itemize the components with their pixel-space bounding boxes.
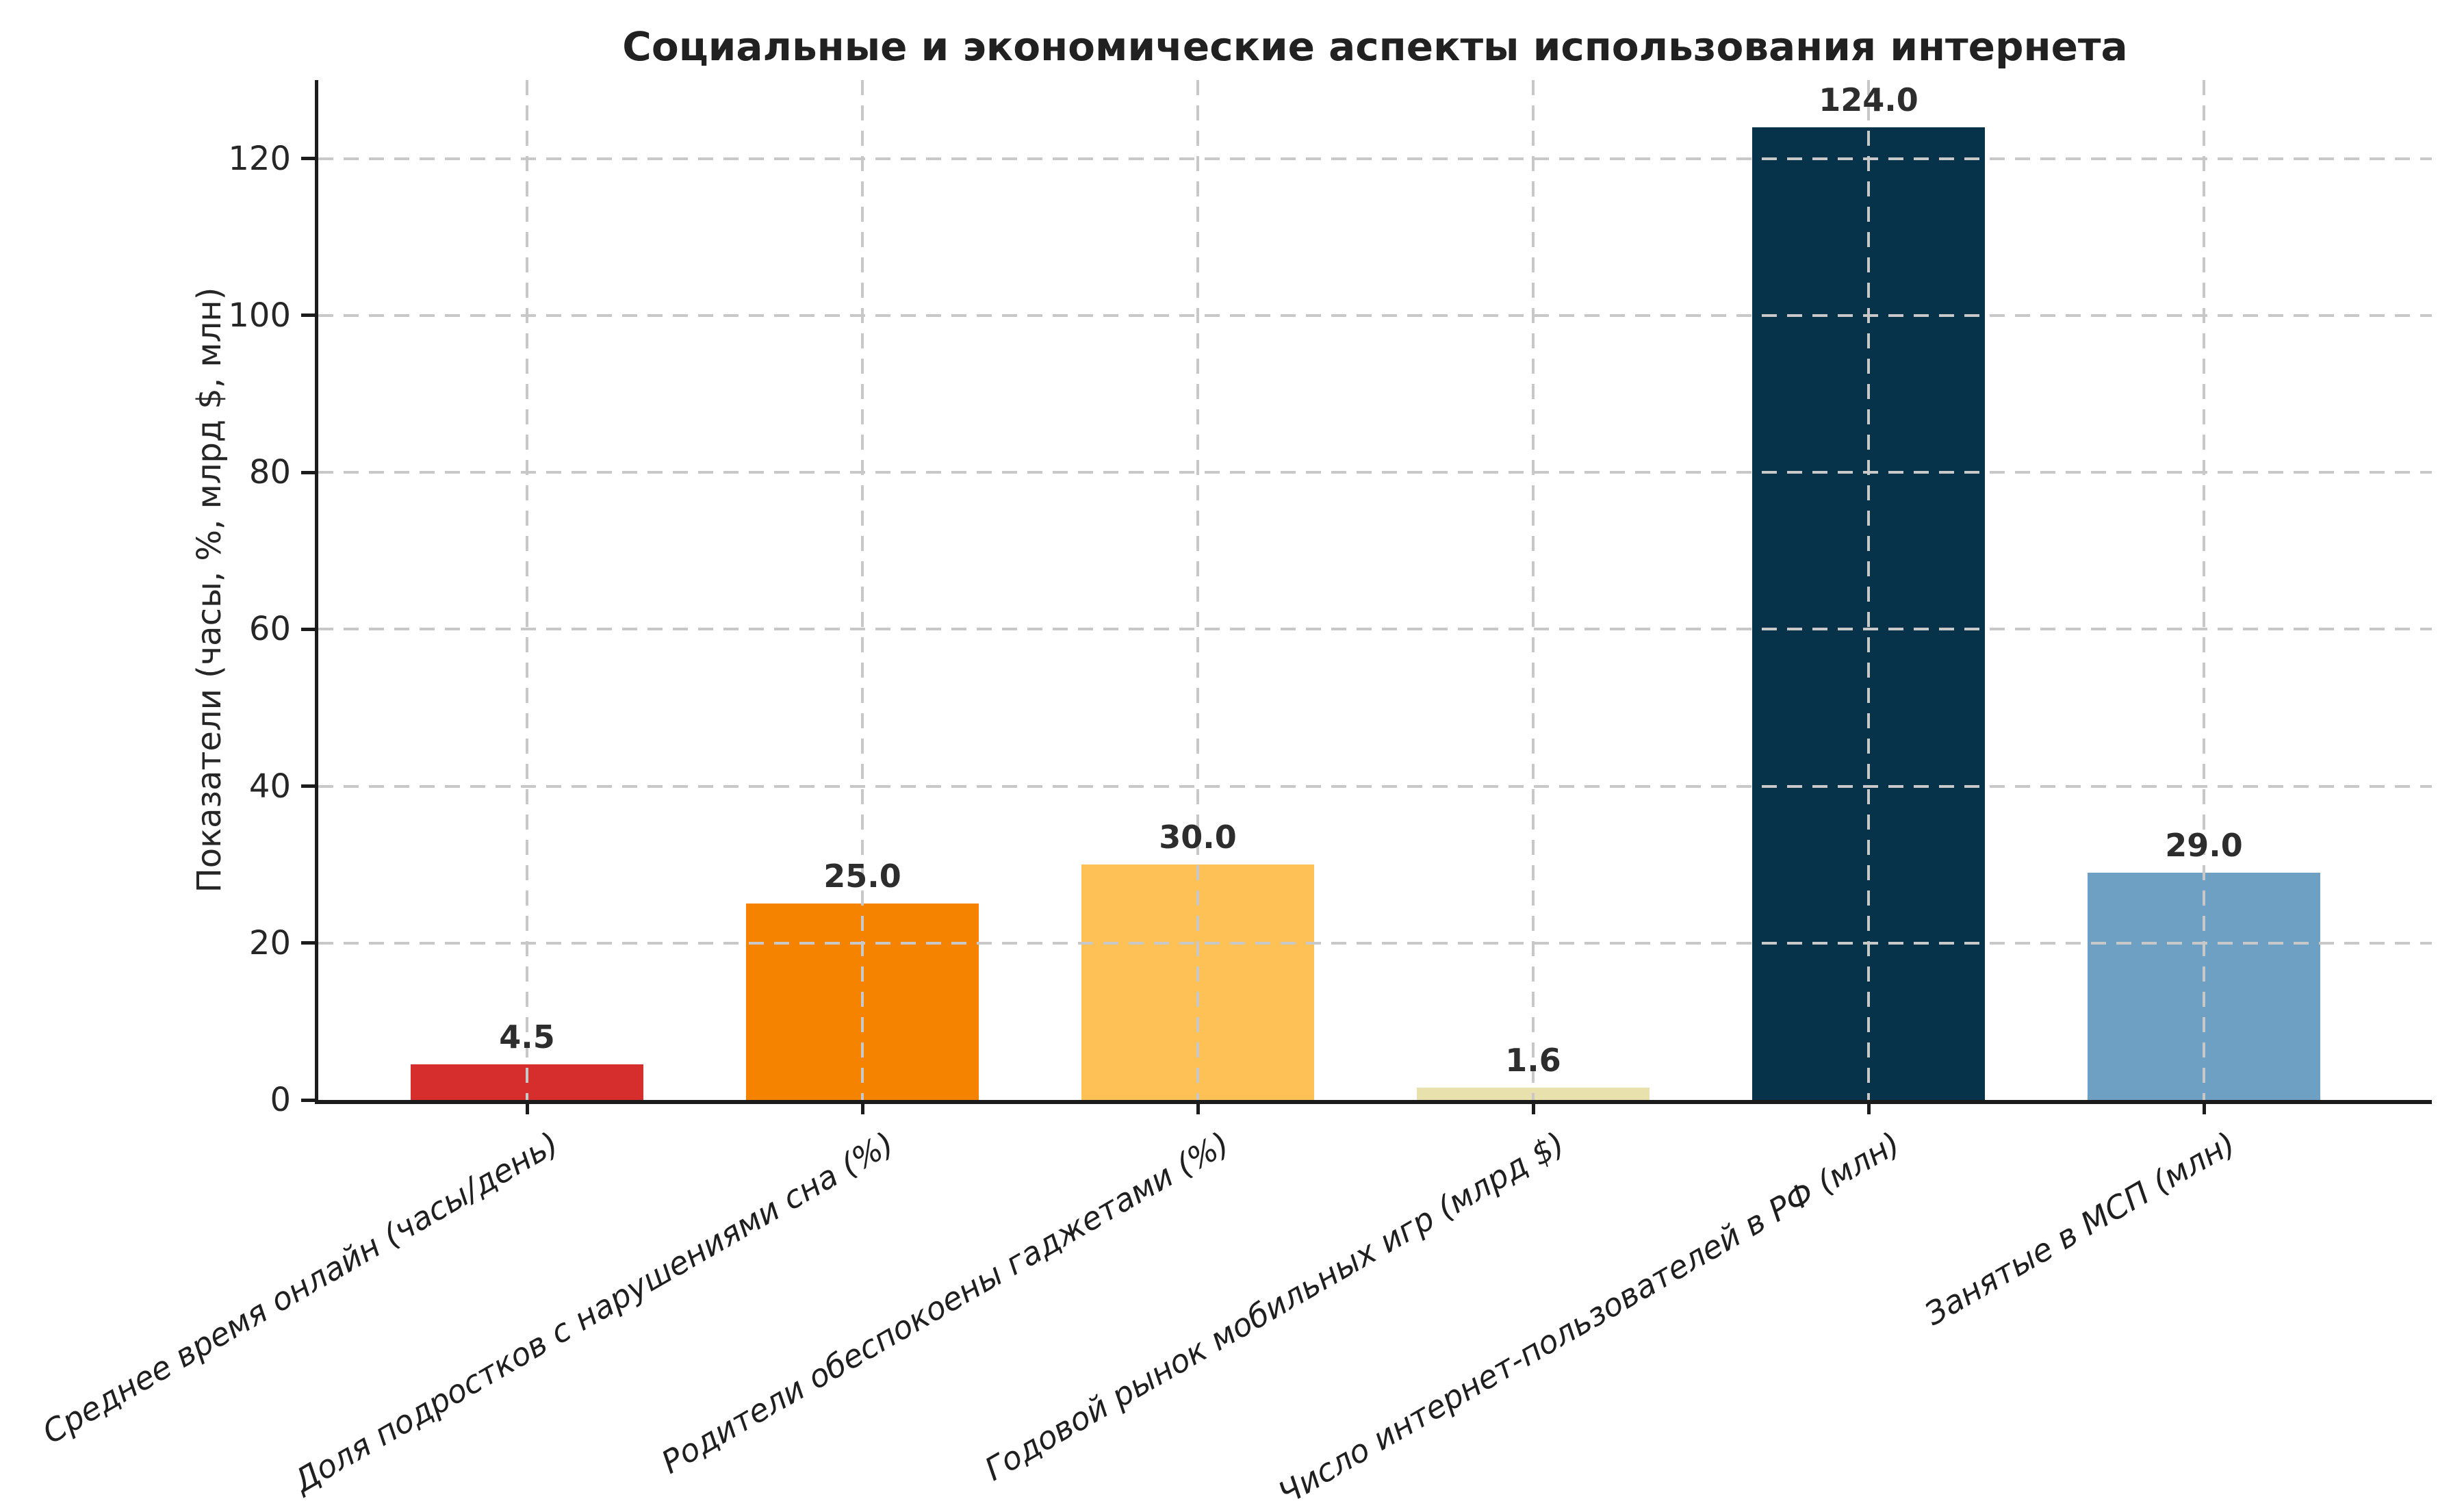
y-tick: [301, 941, 315, 945]
y-tick: [301, 470, 315, 474]
x-tick-label: Годовой рынок мобильных игр (млрд $): [978, 1125, 1571, 1488]
chart-title: Социальные и экономические аспекты испол…: [622, 23, 2128, 70]
y-tick-label: 120: [228, 139, 291, 178]
bar-chart-figure: Социальные и экономические аспекты испол…: [36, 23, 2432, 1512]
x-grid-line: [1196, 80, 1199, 1100]
value-label: 1.6: [1505, 1041, 1561, 1079]
y-tick: [301, 627, 315, 631]
y-grid-line: [318, 628, 2432, 631]
y-grid-line: [318, 941, 2432, 945]
x-grid-line: [526, 80, 528, 1100]
x-tick-label: Число интернет-пользователей в РФ (млн): [1272, 1125, 1906, 1512]
y-tick-label: 40: [248, 767, 291, 806]
value-label: 25.0: [823, 858, 901, 895]
y-tick: [301, 1098, 315, 1102]
y-tick: [301, 313, 315, 318]
x-grid-line: [2203, 80, 2205, 1100]
y-grid-line: [318, 157, 2432, 160]
x-tick-label: Среднее время онлайн (часы/день): [36, 1125, 565, 1451]
y-tick-label: 20: [248, 923, 291, 962]
x-tick: [860, 1103, 864, 1114]
x-tick: [525, 1103, 529, 1114]
x-grid-line: [1867, 80, 1870, 1100]
plot-area: Среднее время онлайн (часы/день) 4.5 Доля …: [36, 80, 2432, 1512]
y-tick-label: 100: [228, 296, 291, 335]
y-grid-line: [318, 313, 2432, 317]
y-tick-label: 0: [270, 1081, 291, 1119]
x-tick: [1196, 1103, 1200, 1114]
x-grid-line: [861, 80, 864, 1100]
x-tick: [1866, 1103, 1871, 1114]
value-label: 4.5: [499, 1018, 555, 1056]
y-axis-spine: [315, 80, 318, 1104]
y-tick-label: 60: [248, 610, 291, 649]
x-axis-spine: [315, 1100, 2432, 1104]
x-tick-label: Доля подростков с нарушениями сна (%): [287, 1125, 900, 1500]
y-tick-label: 80: [248, 453, 291, 492]
y-grid-line: [318, 471, 2432, 474]
x-tick: [2202, 1103, 2206, 1114]
y-tick: [301, 784, 315, 789]
value-label: 124.0: [1819, 81, 1918, 118]
value-label: 29.0: [2165, 826, 2243, 864]
x-tick-label: Занятые в МСП (млн): [1918, 1125, 2242, 1333]
x-tick: [1531, 1103, 1535, 1114]
x-tick-label: Родители обеспокоены гаджетами (%): [655, 1125, 1235, 1481]
value-label: 30.0: [1159, 819, 1237, 856]
y-tick: [301, 157, 315, 161]
y-grid-line: [318, 784, 2432, 788]
x-grid-line: [1532, 80, 1535, 1100]
